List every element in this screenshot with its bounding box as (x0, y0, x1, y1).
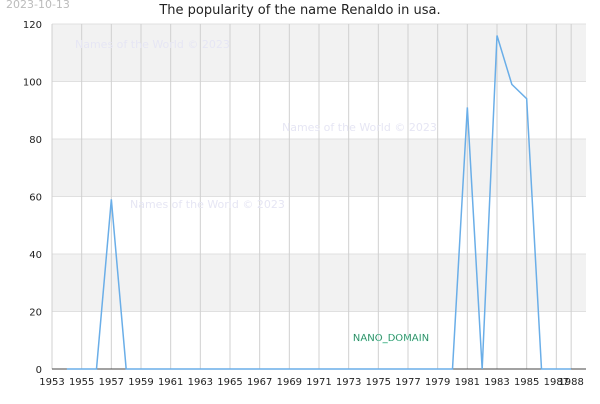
y-tick-label: 100 (23, 78, 42, 89)
x-tick-label: 1971 (306, 377, 331, 388)
x-tick-label: 1973 (336, 377, 361, 388)
x-tick-label: 1977 (395, 377, 420, 388)
x-tick-label: 1979 (425, 377, 450, 388)
x-tick-label: 1988 (558, 377, 583, 388)
watermark: Names of the World © 2023 (75, 38, 230, 51)
x-tick-label: 1959 (128, 377, 153, 388)
y-tick-label: 80 (29, 135, 42, 146)
x-tick-label: 1965 (217, 377, 242, 388)
watermark: Names of the World © 2023 (130, 198, 285, 211)
x-tick-label: 1981 (455, 377, 480, 388)
x-tick-label: 1953 (39, 377, 64, 388)
line (66, 35, 572, 370)
x-tick-label: 1987 (544, 377, 569, 388)
x-tick-label: 1983 (484, 377, 509, 388)
date-stamp: 2023-10-13 (6, 0, 70, 11)
x-tick-label: 1985 (514, 377, 539, 388)
badge: NANO_DOMAIN (353, 333, 429, 344)
y-tick-label: 120 (23, 20, 42, 31)
y-tick-label: 0 (36, 365, 42, 376)
x-tick-label: 1957 (99, 377, 124, 388)
y-tick-label: 40 (29, 250, 42, 261)
x-tick-label: 1963 (188, 377, 213, 388)
y-tick-label: 20 (29, 308, 42, 319)
x-tick-label: 1961 (158, 377, 183, 388)
chart-title: The popularity of the name Renaldo in us… (158, 3, 440, 18)
watermark: Names of the World © 2023 (282, 121, 437, 134)
x-tick-label: 1975 (366, 377, 391, 388)
y-tick-label: 60 (29, 193, 42, 204)
x-tick-label: 1969 (277, 377, 302, 388)
x-tick-label: 1955 (69, 377, 94, 388)
x-tick-label: 1967 (247, 377, 272, 388)
